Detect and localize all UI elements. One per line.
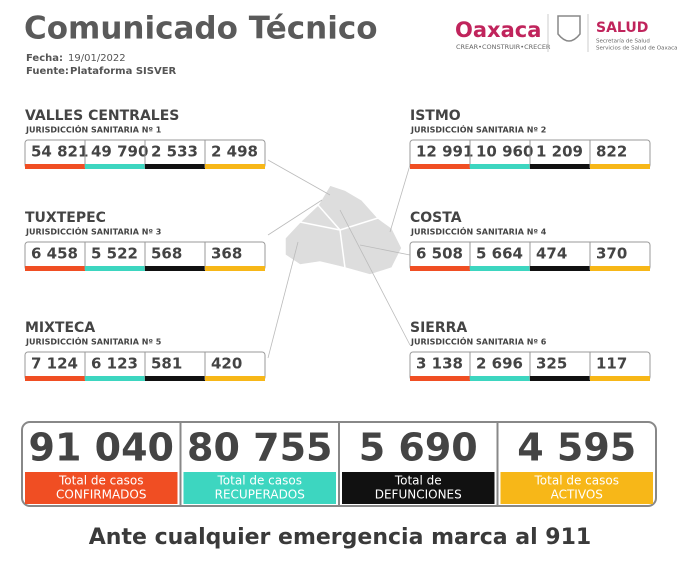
- region-value: 5 664: [476, 245, 523, 263]
- region-value: 6 508: [416, 245, 463, 263]
- map: [267, 159, 411, 359]
- color-bar: [25, 266, 85, 271]
- color-bar: [590, 164, 650, 169]
- title: Comunicado Técnico: [24, 11, 378, 47]
- region-value: 474: [536, 245, 567, 263]
- color-bar: [145, 164, 205, 169]
- total-value: 4 595: [517, 426, 636, 470]
- total-label-bg: [25, 472, 178, 504]
- region-value: 581: [151, 355, 182, 373]
- jurisdiction: JURISDICCIÓN SANITARIA Nº 2: [410, 124, 546, 135]
- color-bar: [590, 266, 650, 271]
- region-value: 12 991: [416, 143, 473, 161]
- total-label-bg: [342, 472, 495, 504]
- region-value: 6 458: [31, 245, 78, 263]
- region-value: 3 138: [416, 355, 463, 373]
- color-bar: [470, 376, 530, 381]
- color-bar: [85, 266, 145, 271]
- region-value: 822: [596, 143, 627, 161]
- source-label: Fuente:: [26, 66, 69, 77]
- region-value: 117: [596, 355, 627, 373]
- region-value: 6 123: [91, 355, 138, 373]
- total-label-bg: [183, 472, 336, 504]
- total-label: RECUPERADOS: [215, 488, 305, 502]
- color-bar: [205, 164, 265, 169]
- color-bar: [530, 376, 590, 381]
- date-label: Fecha:: [26, 53, 63, 64]
- region-value: 568: [151, 245, 182, 263]
- region-value: 325: [536, 355, 567, 373]
- color-bar: [145, 266, 205, 271]
- region-value: 368: [211, 245, 242, 263]
- health-logo: SALUD: [596, 20, 648, 36]
- total-label: CONFIRMADOS: [56, 488, 146, 502]
- region-value: 2 696: [476, 355, 523, 373]
- total-label-bg: [500, 472, 653, 504]
- region-value: 5 522: [91, 245, 138, 263]
- health-sub: Secretaría de Salud: [596, 38, 650, 45]
- color-bar: [205, 376, 265, 381]
- jurisdiction: JURISDICCIÓN SANITARIA Nº 1: [25, 124, 162, 135]
- color-bar: [205, 266, 265, 271]
- region-value: 7 124: [31, 355, 78, 373]
- region-name: COSTA: [410, 210, 462, 226]
- total-label: Total de casos: [534, 474, 619, 488]
- color-bar: [470, 266, 530, 271]
- jurisdiction: JURISDICCIÓN SANITARIA Nº 6: [410, 336, 547, 347]
- color-bar: [470, 164, 530, 169]
- color-bar: [85, 376, 145, 381]
- source: Plataforma SISVER: [70, 66, 177, 77]
- region-name: VALLES CENTRALES: [25, 108, 179, 124]
- total-value: 91 040: [29, 426, 174, 470]
- date: 19/01/2022: [68, 53, 126, 64]
- color-bar: [85, 164, 145, 169]
- jurisdiction: JURISDICCIÓN SANITARIA Nº 3: [25, 226, 161, 237]
- region-value: 370: [596, 245, 627, 263]
- state-motto: CREAR•CONSTRUIR•CRECER: [456, 43, 551, 51]
- region-value: 420: [211, 355, 242, 373]
- state-logo: Oaxaca: [455, 18, 541, 42]
- color-bar: [25, 164, 85, 169]
- color-bar: [25, 376, 85, 381]
- total-label: DEFUNCIONES: [375, 488, 462, 502]
- region-name: ISTMO: [410, 108, 461, 124]
- total-value: 80 755: [187, 426, 332, 470]
- region-value: 1 209: [536, 143, 583, 161]
- jurisdiction: JURISDICCIÓN SANITARIA Nº 4: [410, 226, 547, 237]
- region-name: SIERRA: [410, 320, 467, 336]
- color-bar: [410, 266, 470, 271]
- region-name: TUXTEPEC: [25, 210, 106, 226]
- color-bar: [145, 376, 205, 381]
- region-name: MIXTECA: [25, 320, 95, 336]
- color-bar: [530, 266, 590, 271]
- region-value: 2 498: [211, 143, 258, 161]
- total-label: Total de casos: [58, 474, 143, 488]
- region-value: 54 821: [31, 143, 88, 161]
- total-label: ACTIVOS: [551, 488, 603, 502]
- footer: Ante cualquier emergencia marca al 911: [89, 525, 591, 550]
- color-bar: [590, 376, 650, 381]
- color-bar: [410, 164, 470, 169]
- jurisdiction: JURISDICCIÓN SANITARIA Nº 5: [25, 336, 162, 347]
- region-value: 49 790: [91, 143, 148, 161]
- total-label: Total de casos: [217, 474, 302, 488]
- total-label: Total de: [394, 474, 442, 488]
- region-value: 2 533: [151, 143, 198, 161]
- region-value: 10 960: [476, 143, 533, 161]
- coat-of-arms: [557, 15, 581, 42]
- health-sub: Servicios de Salud de Oaxaca: [596, 46, 678, 52]
- color-bar: [530, 164, 590, 169]
- color-bar: [410, 376, 470, 381]
- total-value: 5 690: [359, 426, 478, 470]
